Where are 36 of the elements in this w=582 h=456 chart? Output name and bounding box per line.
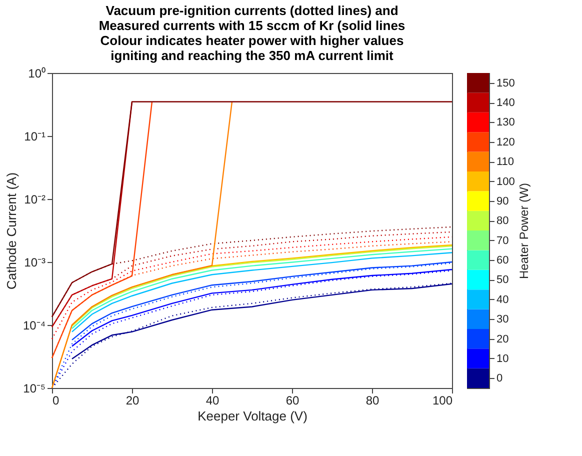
text: Measured currents with 15 sccm of Kr (solid lines <box>98 18 406 33</box>
color-bar-label: 120 <box>496 136 515 148</box>
x-tick-label: 0 <box>52 394 60 408</box>
color-bar-label: 90 <box>496 195 509 208</box>
color-bar-label: 10 <box>496 352 509 365</box>
color-bar-label: 110 <box>496 156 514 168</box>
color-bar-label: 50 <box>496 274 509 286</box>
color-bar-label: 20 <box>496 333 509 346</box>
x-tick-label: 100 <box>432 394 453 408</box>
color-bar-label: 140 <box>496 97 515 110</box>
color-bar-label: 130 <box>496 116 515 129</box>
y-tick-label: 10⁻² <box>24 192 46 206</box>
color-bar-label: 60 <box>496 254 509 267</box>
color-bar-label: 100 <box>496 176 515 188</box>
y-tick-label: 10⁻³ <box>24 256 46 270</box>
x-axis-title: Keeper Voltage (V) <box>198 408 308 424</box>
color-bar-title: Heater Power (W) <box>516 182 531 280</box>
text: igniting and reaching the 350 mA current limit <box>110 48 394 63</box>
x-tick-label: 20 <box>126 394 140 408</box>
text: Colour indicates heater power with higher values <box>100 33 404 48</box>
x-tick-label: 60 <box>286 394 300 408</box>
y-axis-title: Cathode Current (A) <box>4 172 19 290</box>
line-series <box>51 101 233 389</box>
text: Vacuum pre-ignition currents (dotted lines) and <box>106 3 398 18</box>
y-tick-label: 10⁰ <box>28 66 46 80</box>
y-tick-label: 10⁻¹ <box>24 130 46 144</box>
color-bar-label: 40 <box>496 294 509 306</box>
color-bar-label: 30 <box>496 314 509 326</box>
color-bar-label: 150 <box>496 77 515 90</box>
color-bar-label: 80 <box>496 215 509 228</box>
y-tick-label: 10⁻⁵ <box>23 382 46 396</box>
x-tick-label: 40 <box>206 394 220 408</box>
x-tick-label: 80 <box>366 394 380 408</box>
color-bar-label: 0 <box>496 372 503 385</box>
y-tick-label: 10⁻⁴ <box>22 318 46 332</box>
color-bar-label: 70 <box>496 234 509 247</box>
